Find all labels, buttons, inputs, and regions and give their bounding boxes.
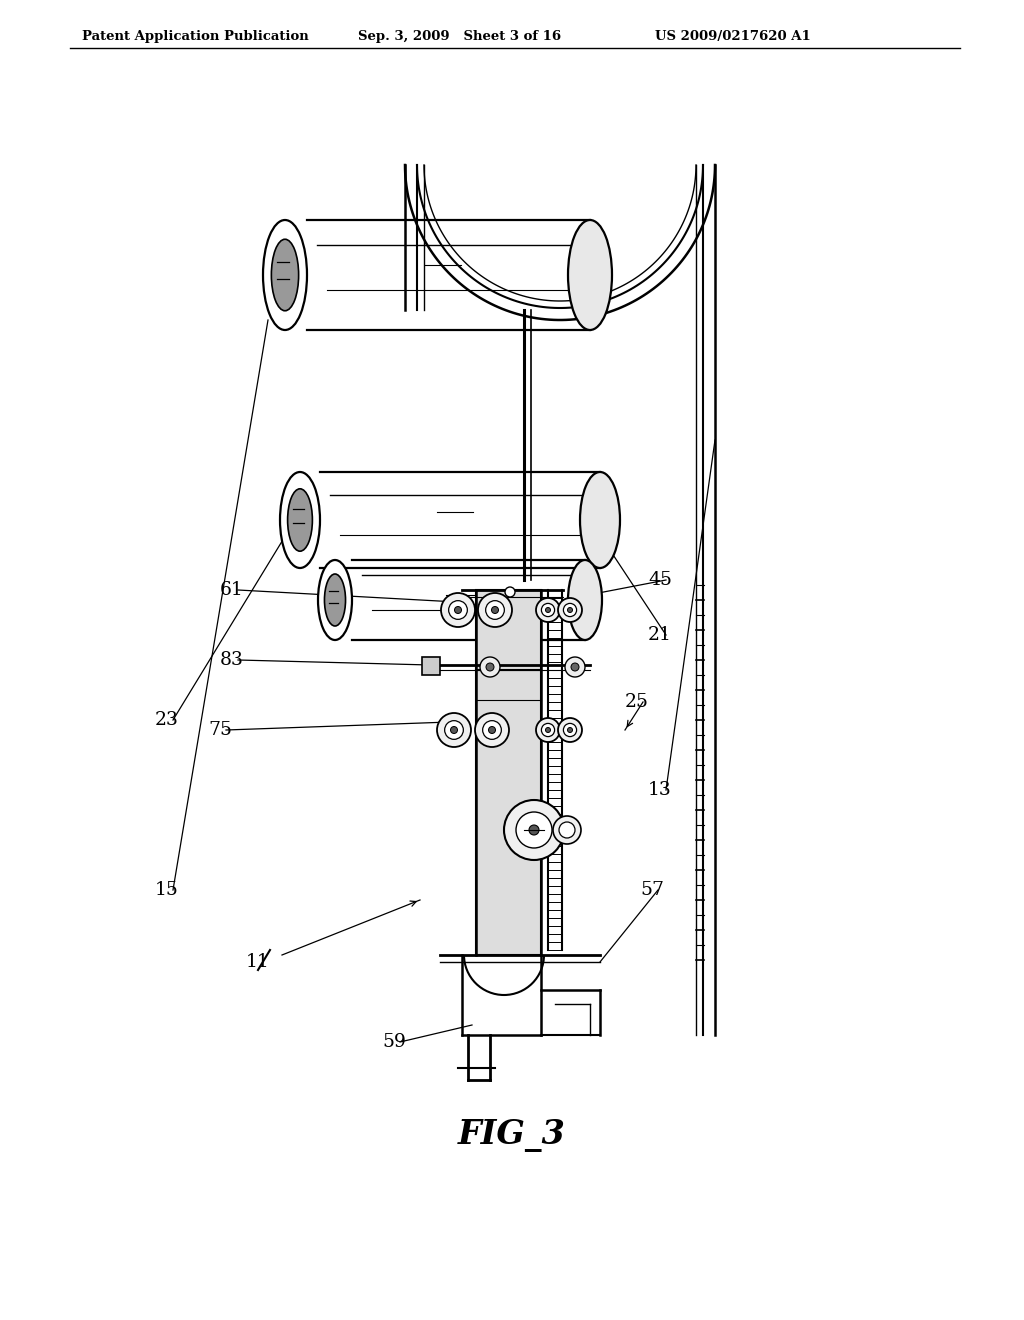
Text: 13: 13 [648,781,672,799]
Circle shape [536,598,560,622]
Circle shape [559,822,575,838]
Text: 61: 61 [220,581,244,599]
Circle shape [571,663,579,671]
Text: 11: 11 [246,953,269,972]
Text: 75: 75 [208,721,232,739]
Ellipse shape [568,560,602,640]
Text: 21: 21 [648,626,672,644]
Circle shape [444,721,463,739]
Circle shape [516,812,552,847]
Circle shape [478,593,512,627]
Circle shape [565,657,585,677]
Ellipse shape [325,574,345,626]
Circle shape [451,726,458,734]
Circle shape [563,723,577,737]
Text: 25: 25 [625,693,649,711]
Circle shape [437,713,471,747]
Circle shape [449,601,467,619]
Text: 83: 83 [220,651,244,669]
Circle shape [480,657,500,677]
Ellipse shape [288,488,312,552]
Circle shape [492,606,499,614]
Ellipse shape [580,473,620,568]
Text: 59: 59 [382,1034,406,1051]
Circle shape [475,713,509,747]
Text: 23: 23 [155,711,179,729]
Text: 57: 57 [640,880,664,899]
Circle shape [482,721,502,739]
Ellipse shape [280,473,319,568]
Circle shape [486,663,494,671]
Ellipse shape [568,220,612,330]
Circle shape [563,603,577,616]
Circle shape [546,607,551,612]
Circle shape [485,601,505,619]
Circle shape [558,598,582,622]
Circle shape [505,587,515,597]
Ellipse shape [263,220,307,330]
Circle shape [455,606,462,614]
Bar [422,657,440,675]
Circle shape [536,718,560,742]
Text: US 2009/0217620 A1: US 2009/0217620 A1 [655,30,811,44]
Circle shape [529,825,539,836]
Circle shape [488,726,496,734]
Circle shape [542,603,555,616]
Circle shape [558,718,582,742]
Circle shape [553,816,581,843]
Circle shape [546,727,551,733]
Circle shape [567,727,572,733]
Circle shape [504,800,564,861]
Text: 15: 15 [155,880,179,899]
Ellipse shape [318,560,352,640]
Circle shape [567,607,572,612]
Text: Patent Application Publication: Patent Application Publication [82,30,309,44]
Circle shape [441,593,475,627]
Text: Sep. 3, 2009   Sheet 3 of 16: Sep. 3, 2009 Sheet 3 of 16 [358,30,561,44]
Ellipse shape [271,239,299,310]
Bar [476,590,541,954]
Circle shape [542,723,555,737]
Text: FIG_3: FIG_3 [458,1118,566,1151]
Text: 45: 45 [648,572,672,589]
